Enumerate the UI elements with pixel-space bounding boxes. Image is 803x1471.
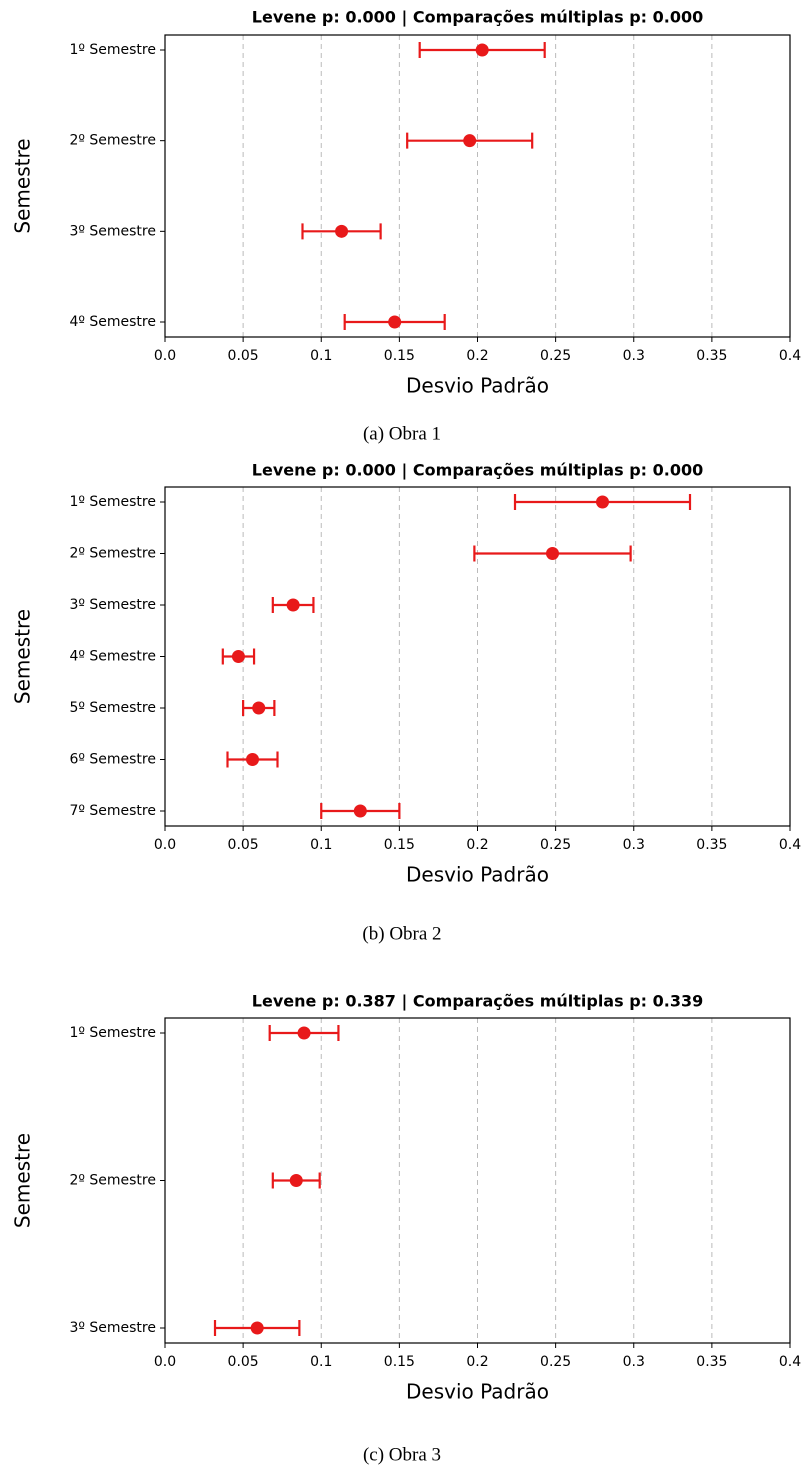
x-tick-label: 0.2 [466, 837, 488, 853]
caption: (b) Obra 2 [362, 923, 441, 944]
y-axis-label: Semestre [11, 138, 35, 233]
x-tick-label: 0.4 [779, 1354, 801, 1370]
point [335, 224, 349, 238]
y-tick-label: 6º Semestre [69, 752, 156, 768]
y-tick-label: 1º Semestre [69, 42, 156, 58]
x-tick-label: 0.25 [540, 348, 571, 364]
x-tick-label: 0.05 [228, 1354, 259, 1370]
point [596, 495, 609, 509]
x-tick-label: 0.3 [623, 348, 645, 364]
x-tick-label: 0.15 [384, 1354, 415, 1370]
x-tick-label: 0.1 [310, 837, 332, 853]
x-tick-label: 0.05 [228, 348, 259, 364]
x-tick-label: 0.0 [154, 837, 176, 853]
point [231, 650, 245, 663]
x-axis-label: Desvio Padrão [406, 374, 549, 398]
y-tick-label: 3º Semestre [69, 223, 156, 239]
chart-title: Levene p: 0.387 | Comparações múltiplas … [252, 992, 703, 1012]
x-tick-label: 0.0 [154, 1354, 176, 1370]
point [289, 1174, 303, 1187]
x-tick-label: 0.4 [779, 348, 801, 364]
y-tick-label: 4º Semestre [69, 314, 156, 330]
x-tick-label: 0.4 [779, 837, 801, 853]
y-tick-label: 2º Semestre [69, 133, 156, 149]
point [463, 134, 477, 148]
x-tick-label: 0.35 [696, 1354, 727, 1370]
caption: (a) Obra 1 [363, 423, 441, 444]
y-tick-label: 2º Semestre [69, 546, 156, 562]
point [475, 43, 489, 57]
y-tick-label: 1º Semestre [69, 1025, 156, 1041]
point [252, 701, 266, 715]
x-axis-label: Desvio Padrão [406, 863, 549, 887]
x-tick-label: 0.15 [384, 348, 415, 364]
x-tick-label: 0.35 [696, 837, 727, 853]
chart-title: Levene p: 0.000 | Comparações múltiplas … [252, 8, 703, 28]
y-tick-label: 5º Semestre [69, 700, 156, 716]
x-tick-label: 0.3 [623, 1354, 645, 1370]
x-tick-label: 0.05 [228, 837, 259, 853]
y-tick-label: 2º Semestre [69, 1173, 156, 1189]
plot-frame [164, 34, 791, 338]
y-tick-label: 7º Semestre [69, 803, 156, 819]
x-tick-label: 0.3 [623, 837, 645, 853]
x-tick-label: 0.35 [696, 348, 727, 364]
point [388, 315, 402, 329]
y-tick-label: 1º Semestre [69, 494, 156, 510]
x-tick-label: 0.2 [466, 1354, 488, 1370]
y-tick-label: 3º Semestre [69, 1320, 156, 1336]
x-tick-label: 0.15 [384, 837, 415, 853]
point [546, 547, 559, 560]
point [297, 1026, 311, 1040]
x-tick-label: 0.0 [154, 348, 176, 364]
chart-title: Levene p: 0.000 | Comparações múltiplas … [252, 461, 703, 481]
x-tick-label: 0.25 [540, 1354, 571, 1370]
point [353, 804, 367, 818]
point [246, 753, 259, 766]
point [250, 1321, 264, 1335]
x-tick-label: 0.2 [466, 348, 488, 364]
y-tick-label: 4º Semestre [69, 649, 156, 665]
y-axis-label: Semestre [11, 1133, 35, 1228]
x-axis-label: Desvio Padrão [406, 1380, 549, 1404]
x-tick-label: 0.25 [540, 837, 571, 853]
point [286, 598, 300, 612]
x-tick-label: 0.1 [310, 348, 332, 364]
y-tick-label: 3º Semestre [69, 597, 156, 613]
x-tick-label: 0.1 [310, 1354, 332, 1370]
y-axis-label: Semestre [11, 609, 35, 704]
caption: (c) Obra 3 [363, 1444, 441, 1465]
